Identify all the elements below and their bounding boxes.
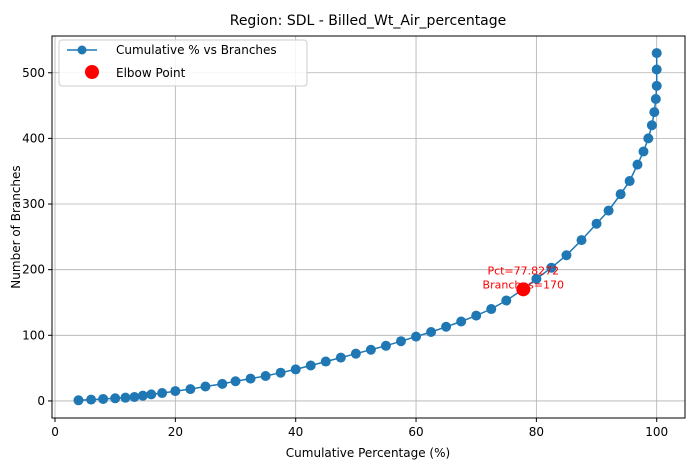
data-point	[603, 205, 614, 216]
data-point	[120, 392, 131, 403]
data-point	[146, 389, 157, 400]
x-axis-label: Cumulative Percentage (%)	[286, 446, 450, 460]
data-point	[275, 367, 286, 378]
data-point	[632, 159, 643, 170]
chart-title: Region: SDL - Billed_Wt_Air_percentage	[230, 13, 507, 29]
data-point	[615, 189, 626, 200]
x-tick-label: 20	[168, 425, 183, 439]
ticks: 0 20 40 60 80 100 0 100 200 300 400 500	[22, 66, 668, 439]
x-tick-label: 0	[51, 425, 59, 439]
data-point	[471, 310, 482, 321]
y-tick-label: 300	[22, 197, 45, 211]
data-point	[200, 381, 211, 392]
legend-elbow-marker	[85, 65, 99, 79]
data-point	[546, 262, 557, 273]
data-point	[260, 370, 271, 381]
x-tick-label: 40	[288, 425, 303, 439]
data-point	[576, 235, 587, 246]
x-tick-label: 60	[408, 425, 423, 439]
data-point	[110, 393, 121, 404]
data-point	[137, 390, 148, 401]
plot-frame	[51, 35, 686, 419]
data-point	[335, 352, 346, 363]
x-tick-label: 100	[645, 425, 668, 439]
data-point	[501, 295, 512, 306]
legend-box	[58, 39, 308, 87]
data-point	[217, 378, 228, 389]
y-axis-label: Number of Branches	[9, 165, 23, 288]
data-point	[651, 48, 662, 59]
data-point	[531, 273, 542, 284]
y-tick-label: 400	[22, 131, 45, 145]
data-point	[230, 376, 241, 387]
data-point	[456, 316, 467, 327]
data-point	[486, 304, 497, 315]
legend-series-label: Cumulative % vs Branches	[116, 43, 277, 57]
data-point	[624, 176, 635, 187]
data-point	[380, 340, 391, 351]
data-point	[170, 386, 181, 397]
data-point	[185, 384, 196, 395]
data-point	[561, 250, 572, 261]
data-point	[441, 321, 452, 332]
elbow-annotation-branches: Branches=170	[483, 278, 565, 291]
legend-elbow-label: Elbow Point	[116, 66, 186, 80]
data-point	[86, 394, 97, 405]
plot-area	[52, 36, 685, 418]
data-point	[591, 218, 602, 229]
x-tick-label: 80	[529, 425, 544, 439]
elbow-annotation-pct: Pct=77.8272	[487, 264, 559, 277]
data-point	[73, 395, 84, 406]
data-point	[651, 64, 662, 75]
data-point	[305, 360, 316, 371]
y-tick-label: 0	[37, 394, 45, 408]
data-point	[157, 388, 168, 399]
data-point	[129, 391, 140, 402]
data-point	[649, 107, 660, 118]
data-point	[245, 373, 256, 384]
legend-series-marker	[77, 45, 87, 55]
series-layer	[73, 48, 662, 406]
data-point	[98, 393, 109, 404]
data-point	[395, 336, 406, 347]
data-point	[426, 327, 437, 338]
y-tick-label: 200	[22, 263, 45, 277]
y-tick-label: 100	[22, 328, 45, 342]
elbow-point	[516, 282, 531, 297]
legend: Cumulative % vs Branches Elbow Point	[58, 39, 308, 87]
data-point	[646, 120, 657, 131]
data-point	[350, 348, 361, 359]
data-point	[638, 146, 649, 157]
data-point	[290, 364, 301, 375]
data-point	[651, 80, 662, 91]
data-point	[650, 94, 661, 105]
data-point	[320, 356, 331, 367]
data-point	[411, 331, 422, 342]
y-tick-label: 500	[22, 66, 45, 80]
data-point	[643, 133, 654, 144]
data-point	[365, 344, 376, 355]
